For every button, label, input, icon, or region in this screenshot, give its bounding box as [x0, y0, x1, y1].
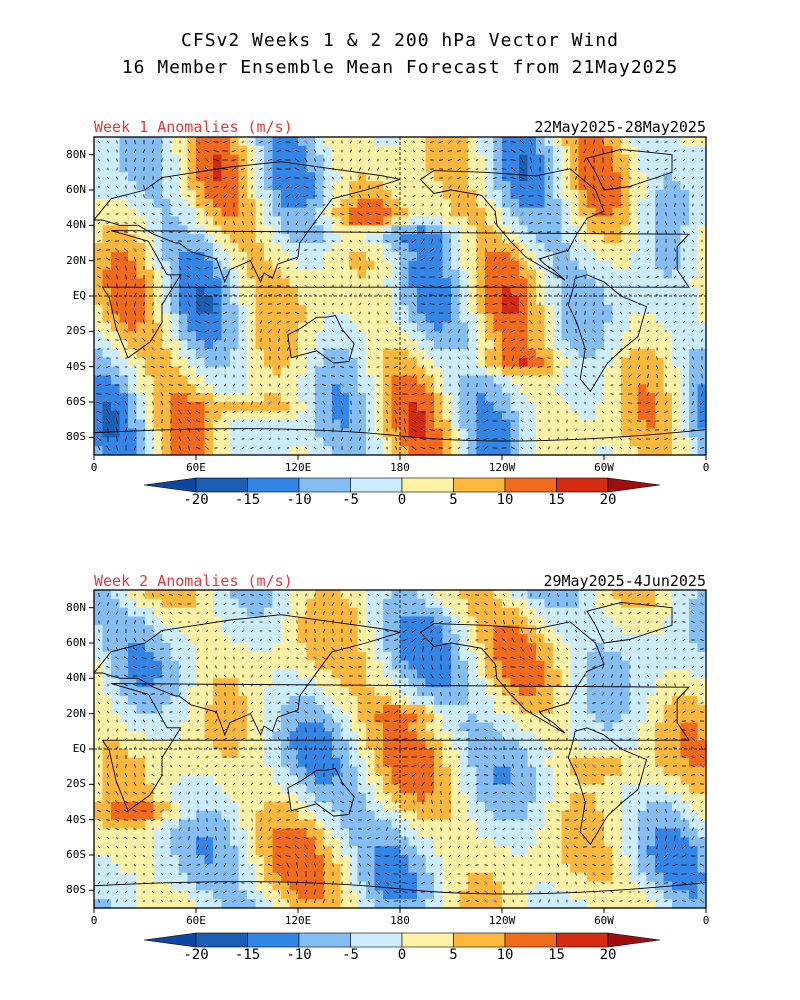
map-panel-1	[89, 136, 707, 460]
colorbar-label: -15	[234, 947, 261, 963]
lat-tick-label: 40S	[66, 359, 86, 373]
colorbar-label: -10	[286, 947, 312, 963]
chart-title-line1: CFSv2 Weeks 1 & 2 200 hPa Vector Wind	[181, 30, 619, 51]
colorbar-label: -5	[342, 947, 359, 963]
lat-tick-label: 80N	[66, 147, 86, 161]
lat-tick-label: 20S	[66, 777, 86, 791]
colorbar-label: -5	[342, 492, 359, 508]
lat-tick-label: 80N	[66, 600, 86, 614]
lon-tick-label: 60E	[186, 461, 206, 474]
lon-tick-label: 60E	[186, 914, 206, 927]
colorbar-label: -15	[234, 492, 261, 508]
panel1-label: Week 1 Anomalies (m/s)	[94, 118, 293, 136]
lat-tick-label: 40N	[66, 218, 86, 232]
lon-tick-label: 0	[90, 914, 98, 927]
colorbar-label: -10	[286, 492, 312, 508]
wind-vectors	[96, 139, 705, 451]
colorbar-label: -20	[183, 947, 209, 963]
wind-vectors	[97, 592, 705, 904]
panel2-dates: 29May2025-4Jun2025	[543, 572, 706, 590]
chart-title-line2: 16 Member Ensemble Mean Forecast from 21…	[121, 57, 679, 78]
lat-tick-label: 60S	[66, 395, 86, 408]
lon-tick-label: 120W	[488, 914, 516, 927]
lat-tick-label: 80S	[66, 430, 86, 444]
colorbar-label: 5	[449, 947, 458, 963]
colorbar-label: 20	[599, 492, 617, 508]
lon-tick-label: 0	[90, 461, 98, 474]
lon-tick-label: 120W	[488, 461, 516, 474]
colorbar-label: -20	[183, 492, 209, 508]
colorbar-label: 10	[496, 947, 514, 963]
lat-tick-label: 60S	[66, 848, 86, 861]
colorbar	[143, 477, 661, 493]
coastlines	[94, 601, 706, 895]
colorbar-label: 15	[548, 492, 565, 508]
lat-tick-label: EQ	[72, 742, 86, 755]
colorbar	[143, 932, 661, 948]
lon-tick-label: 0	[702, 914, 710, 927]
colorbar-label: 20	[599, 947, 617, 963]
map-panel-2	[89, 589, 707, 913]
colorbar-label: 10	[496, 492, 514, 508]
lat-tick-label: 20N	[66, 706, 86, 720]
lon-tick-label: 180	[390, 461, 410, 474]
lat-tick-label: 20S	[66, 324, 86, 338]
colorbar-label: 0	[397, 492, 407, 508]
lat-tick-label: 20N	[66, 253, 86, 267]
lat-tick-label: 40S	[66, 812, 86, 826]
colorbar-label: 5	[449, 492, 458, 508]
lon-tick-label: 0	[702, 461, 710, 474]
lat-tick-label: 60N	[66, 183, 86, 196]
colorbar-label: 15	[548, 947, 565, 963]
lat-tick-label: 80S	[66, 883, 86, 897]
lat-tick-label: EQ	[72, 289, 86, 302]
panel1-dates: 22May2025-28May2025	[534, 118, 706, 136]
lon-tick-label: 120E	[284, 914, 312, 927]
lon-tick-label: 60W	[594, 461, 614, 474]
lon-tick-label: 120E	[284, 461, 312, 474]
panel2-label: Week 2 Anomalies (m/s)	[94, 572, 293, 590]
lon-tick-label: 60W	[594, 914, 614, 927]
coastlines	[94, 148, 706, 442]
lon-tick-label: 180	[390, 914, 410, 927]
lat-tick-label: 40N	[66, 671, 86, 685]
colorbar-label: 0	[397, 947, 407, 963]
lat-tick-label: 60N	[66, 636, 86, 649]
